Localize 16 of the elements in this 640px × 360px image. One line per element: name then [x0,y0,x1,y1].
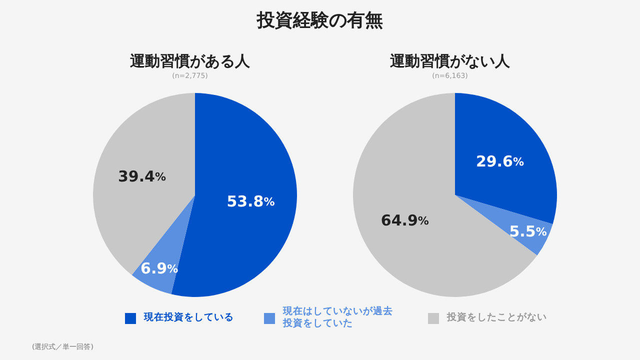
pie-slice [455,93,557,224]
data-label: 53.8% [226,192,275,211]
data-label: 64.9% [380,211,429,230]
legend-label: 投資をしたことがない [447,312,547,324]
data-label: 5.5% [509,222,547,240]
chart-title: 運動習慣がある人 [129,52,251,71]
pie-slice [353,93,538,297]
data-label: 6.9% [140,259,178,278]
legend-label: 現在投資をしている [144,312,234,324]
data-label: 39.4% [118,168,166,186]
text: 投資経験の有無 [256,9,384,32]
pie-slice [132,195,195,294]
legend-label: 現在はしていないが過去投資をしていた [283,306,394,330]
data-label: 29.6% [476,152,524,170]
pie-slice [93,93,195,276]
chart-title: 運動習慣がない人 [389,52,511,71]
